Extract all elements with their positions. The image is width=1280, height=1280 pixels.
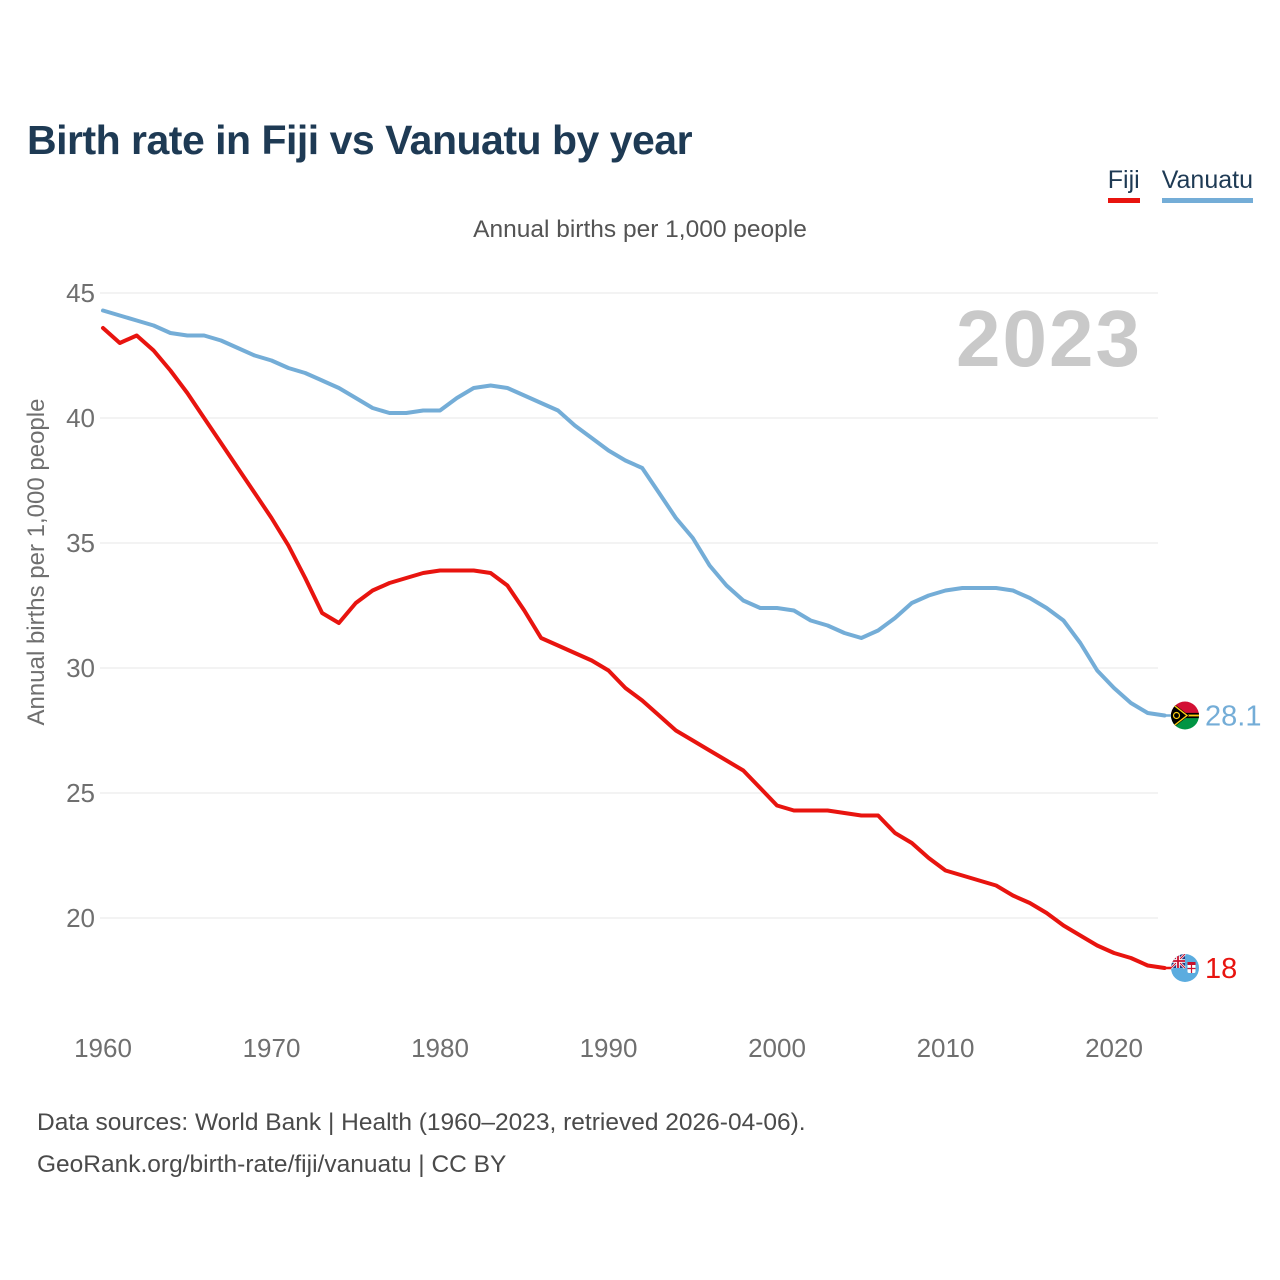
series-line-fiji bbox=[101, 326, 1167, 970]
end-label-fiji: 18 bbox=[1205, 953, 1237, 985]
x-tick-label: 1980 bbox=[411, 1033, 469, 1063]
y-tick-label: 40 bbox=[66, 403, 95, 433]
end-label-vanuatu: 28.1 bbox=[1205, 701, 1261, 733]
page-title: Birth rate in Fiji vs Vanuatu by year bbox=[27, 117, 693, 164]
x-tick-label: 1990 bbox=[580, 1033, 638, 1063]
series-line-vanuatu bbox=[101, 308, 1167, 718]
y-tick-label: 20 bbox=[66, 903, 95, 933]
series-legend: Fiji Vanuatu bbox=[1107, 166, 1253, 203]
fiji-flag-icon bbox=[1171, 954, 1199, 982]
x-tick-label: 2010 bbox=[917, 1033, 975, 1063]
y-tick-label: 25 bbox=[66, 778, 95, 808]
x-tick-label: 1960 bbox=[74, 1033, 132, 1063]
chart-subtitle: Annual births per 1,000 people bbox=[473, 216, 807, 243]
x-tick-label: 2020 bbox=[1085, 1033, 1143, 1063]
x-tick-label: 1970 bbox=[243, 1033, 301, 1063]
data-source-text: Data sources: World Bank | Health (1960–… bbox=[37, 1109, 806, 1136]
y-tick-label: 30 bbox=[66, 653, 95, 683]
y-tick-label: 45 bbox=[66, 278, 95, 308]
y-axis-title: Annual births per 1,000 people bbox=[23, 399, 50, 726]
y-tick-label: 35 bbox=[66, 528, 95, 558]
chart-footer: Data sources: World Bank | Health (1960–… bbox=[37, 1102, 806, 1186]
legend-item-vanuatu[interactable]: Vanuatu bbox=[1161, 166, 1253, 203]
attribution-text: GeoRank.org/birth-rate/fiji/vanuatu | CC… bbox=[37, 1151, 507, 1179]
vanuatu-flag-icon bbox=[1171, 701, 1199, 730]
x-tick-label: 2000 bbox=[748, 1033, 806, 1063]
year-watermark: 2023 bbox=[956, 294, 1142, 383]
legend-item-fiji[interactable]: Fiji bbox=[1107, 166, 1140, 203]
